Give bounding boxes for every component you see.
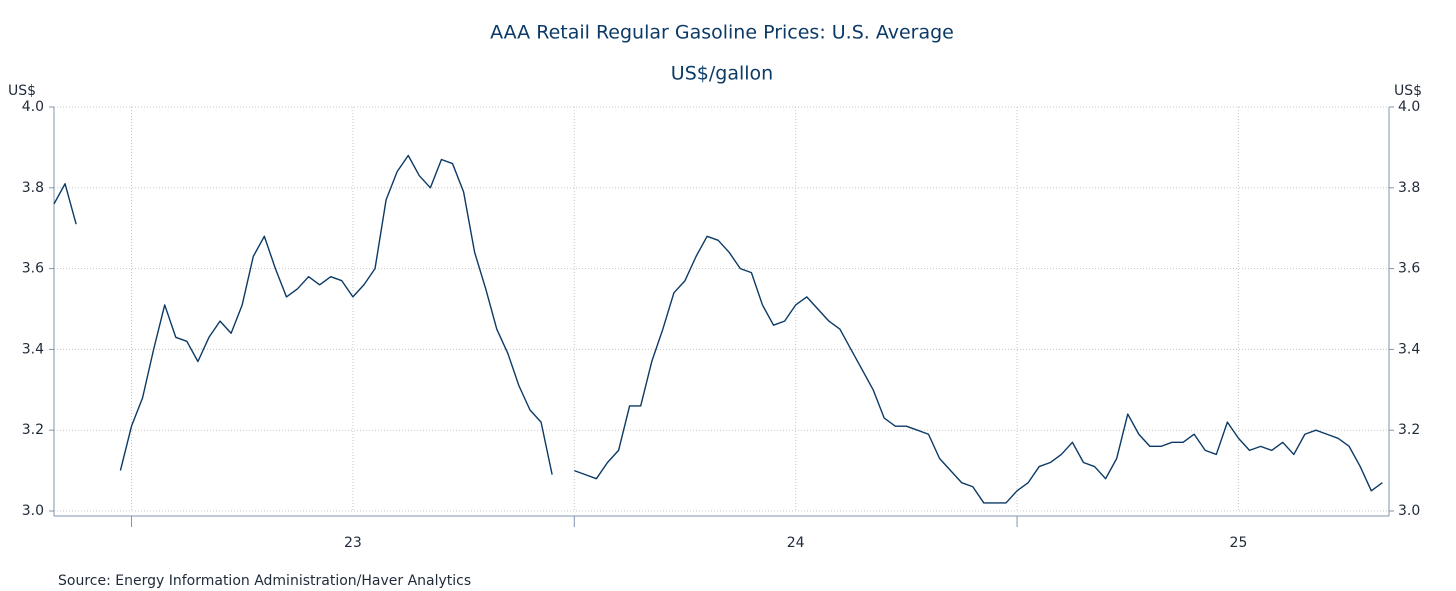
y2-tick-label: 3.8 bbox=[1398, 180, 1420, 196]
y2-tick-label: 3.2 bbox=[1398, 422, 1420, 438]
y2-tick-label: 3.0 bbox=[1398, 503, 1420, 519]
y-tick-label: 3.8 bbox=[22, 180, 44, 196]
x-tick-label: 23 bbox=[344, 535, 362, 551]
chart-subtitle: US$/gallon bbox=[671, 63, 773, 85]
chart-title: AAA Retail Regular Gasoline Prices: U.S.… bbox=[490, 22, 954, 44]
y2-tick-label: 3.6 bbox=[1398, 261, 1420, 277]
y-tick-label: 3.2 bbox=[22, 422, 44, 438]
y2-axis-unit: US$ bbox=[1394, 83, 1422, 99]
source-note: Source: Energy Information Administratio… bbox=[58, 573, 471, 589]
y-tick-label: 4.0 bbox=[22, 99, 44, 115]
y-axis-unit: US$ bbox=[8, 83, 36, 99]
price-line bbox=[53, 154, 1383, 504]
y2-tick-label: 3.4 bbox=[1398, 341, 1420, 357]
y-tick-label: 3.6 bbox=[22, 261, 44, 277]
x-tick-label: 25 bbox=[1230, 535, 1248, 551]
y-tick-label: 3.0 bbox=[22, 503, 44, 519]
x-tick-label: 24 bbox=[787, 535, 805, 551]
y2-tick-label: 4.0 bbox=[1398, 99, 1420, 115]
y-tick-label: 3.4 bbox=[22, 341, 44, 357]
